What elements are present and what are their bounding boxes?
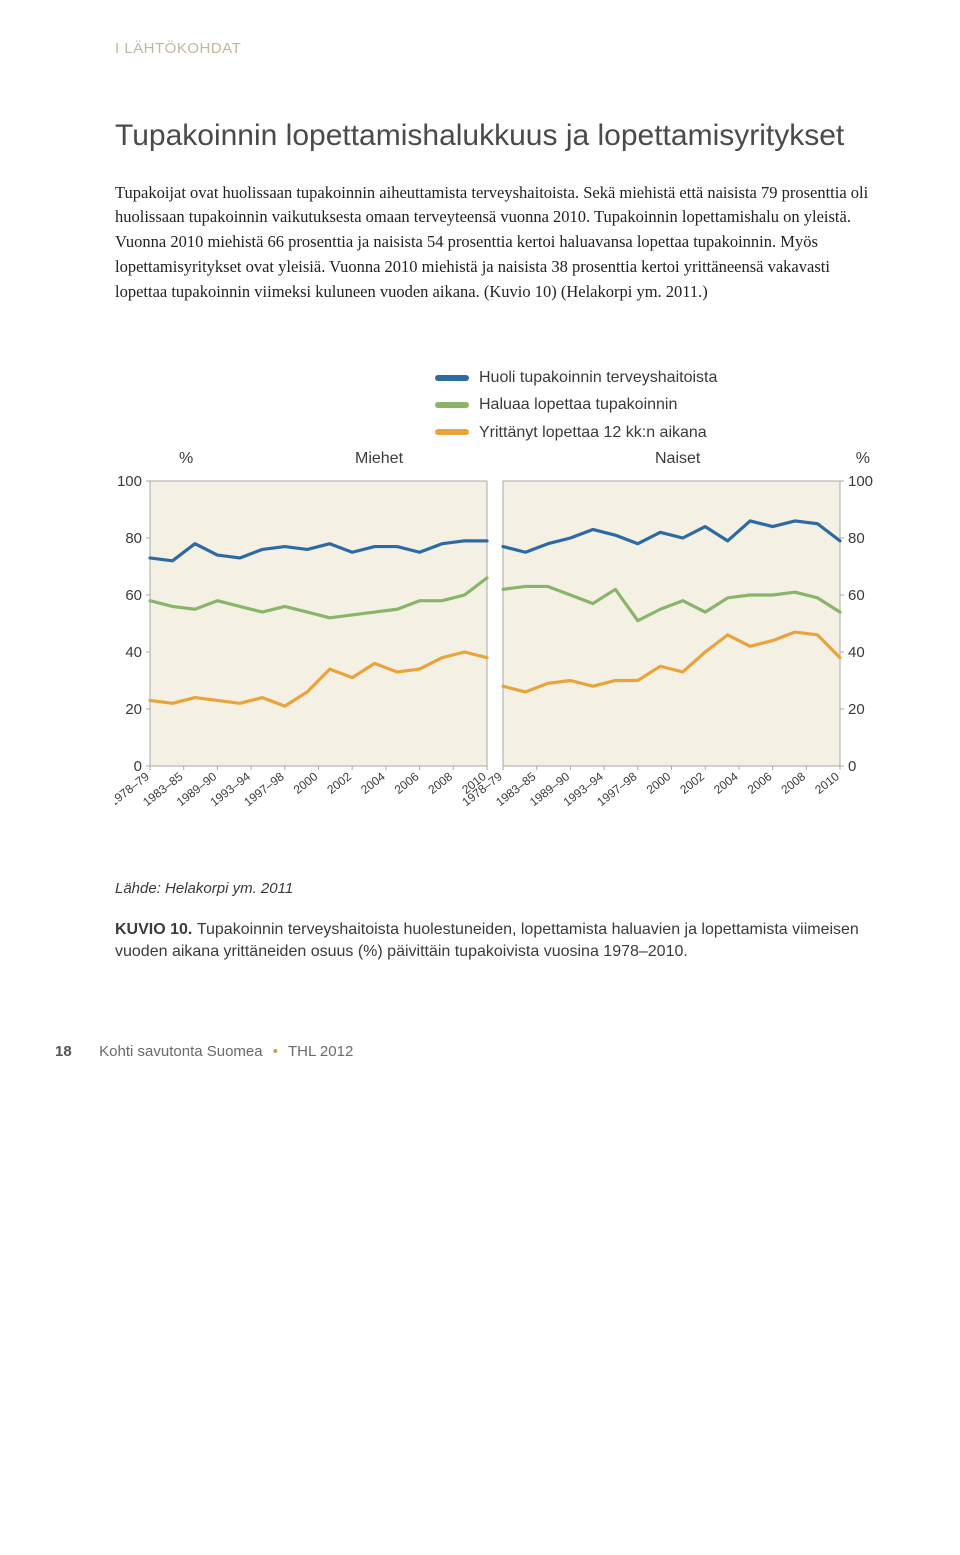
legend-label: Huoli tupakoinnin terveyshaitoista [479,364,717,391]
svg-text:40: 40 [848,644,865,661]
svg-text:2008: 2008 [778,769,808,797]
svg-text:20: 20 [125,701,142,718]
legend-swatch [435,375,469,381]
chart-caption: KUVIO 10. Tupakoinnin terveyshaitoista h… [115,919,870,964]
svg-text:2004: 2004 [711,769,741,797]
legend-swatch [435,402,469,408]
page-title: Tupakoinnin lopettamishalukkuus ja lopet… [115,117,870,155]
section-label: I LÄHTÖKOHDAT [115,40,870,57]
svg-text:80: 80 [125,530,142,547]
chart-header: % Miehet Naiset % [115,450,870,476]
svg-text:60: 60 [125,587,142,604]
legend-label: Haluaa lopettaa tupakoinnin [479,391,677,418]
svg-text:2000: 2000 [291,769,321,797]
chart-source: Lähde: Helakorpi ym. 2011 [115,880,870,897]
line-chart: 0020204040606080801001001978–791983–8519… [115,476,875,826]
caption-label: KUVIO 10. [115,921,197,938]
svg-text:80: 80 [848,530,865,547]
pct-label-left: % [179,450,193,468]
svg-text:2008: 2008 [425,769,455,797]
legend-item: Haluaa lopettaa tupakoinnin [435,391,870,418]
legend-swatch [435,429,469,435]
svg-text:2010: 2010 [812,769,842,797]
svg-text:20: 20 [848,701,865,718]
panel-label-miehet: Miehet [355,450,403,468]
panel-label-naiset: Naiset [655,450,700,468]
footer-separator-icon: • [273,1043,278,1060]
page-number: 18 [55,1043,95,1060]
svg-text:60: 60 [848,587,865,604]
svg-text:2004: 2004 [358,769,388,797]
legend-item: Huoli tupakoinnin terveyshaitoista [435,364,870,391]
page-footer: 18 Kohti savutonta Suomea • THL 2012 [0,1043,960,1060]
footer-book: Kohti savutonta Suomea [99,1043,262,1060]
svg-text:2006: 2006 [392,769,422,797]
svg-text:2002: 2002 [677,769,707,797]
svg-text:100: 100 [117,476,142,490]
svg-text:0: 0 [848,758,856,775]
footer-pub: THL 2012 [288,1043,353,1060]
chart-legend: Huoli tupakoinnin terveyshaitoista Halua… [435,364,870,446]
legend-label: Yrittänyt lopettaa 12 kk:n aikana [479,419,707,446]
svg-text:2002: 2002 [324,769,354,797]
pct-label-right: % [856,450,870,468]
body-paragraph: Tupakoijat ovat huolissaan tupakoinnin a… [115,181,870,305]
caption-text: Tupakoinnin terveyshaitoista huolestunei… [115,921,859,960]
svg-text:2006: 2006 [745,769,775,797]
legend-item: Yrittänyt lopettaa 12 kk:n aikana [435,419,870,446]
svg-text:2000: 2000 [644,769,674,797]
svg-text:100: 100 [848,476,873,490]
svg-text:40: 40 [125,644,142,661]
